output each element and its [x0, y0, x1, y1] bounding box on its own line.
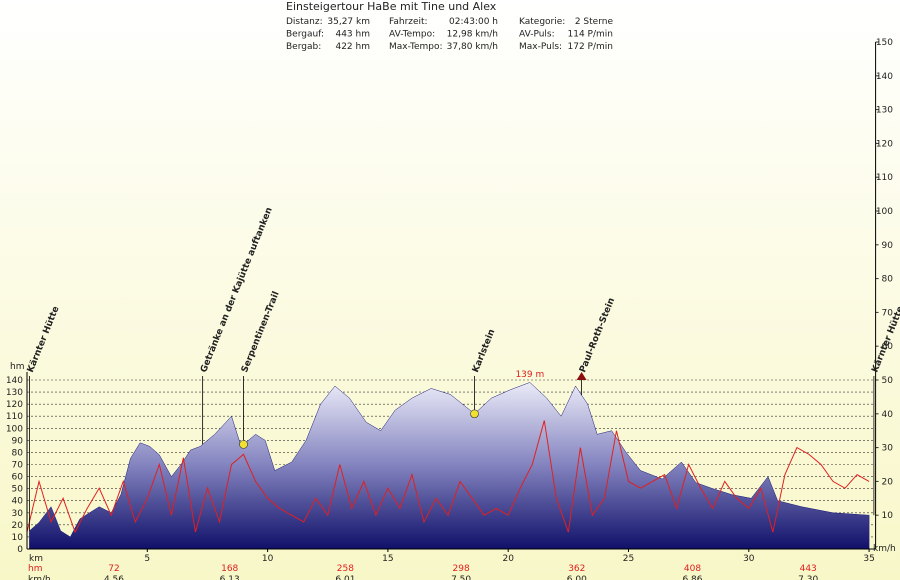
y2-tick-label: 80	[882, 275, 894, 285]
y-tick-label: 20	[12, 521, 24, 531]
y-tick-label: 30	[12, 509, 24, 519]
y-tick-label: 60	[12, 473, 24, 483]
summary-value: 72	[108, 564, 119, 574]
chart-title: Einsteigertour HaBe mit Tine und Alex	[286, 0, 497, 13]
stat-value: 172 P/min	[568, 42, 613, 52]
x-tick-label: 30	[743, 554, 755, 564]
y2-tick-label: 100	[876, 207, 893, 217]
y-tick-label: 100	[6, 424, 23, 434]
x-tick-label: 5	[144, 554, 150, 564]
x-tick-label: 35	[863, 554, 874, 564]
marker-icon	[470, 409, 479, 419]
y2-tick-label: 10	[882, 511, 894, 521]
y2-axis-label: km/h	[873, 544, 896, 554]
marker-label: Paul-Roth-Stein	[578, 297, 617, 375]
summary-label: km/h	[28, 575, 51, 580]
y2-tick-label: 120	[876, 139, 893, 149]
stat-value: 443 hm	[335, 30, 370, 40]
y2-tick-label: 110	[876, 173, 893, 183]
y-tick-label: 110	[6, 412, 23, 422]
stat-label: Max-Tempo:	[389, 42, 443, 52]
y2-tick-label: 60	[882, 342, 894, 352]
stat-label: AV-Puls:	[519, 30, 555, 40]
marker-label: Serpentinen-Trail	[240, 290, 282, 374]
y-tick-label: 50	[12, 485, 24, 495]
y-tick-label: 140	[6, 376, 23, 386]
summary-value: 7.50	[451, 575, 471, 580]
x-tick-label: 15	[382, 554, 393, 564]
x-axis-label: km	[29, 554, 43, 564]
y-axis-label: hm	[10, 362, 24, 372]
x-tick-label: 10	[262, 554, 274, 564]
stat-label: AV-Tempo:	[389, 30, 435, 40]
stat-value: 12,98 km/h	[447, 30, 498, 40]
y2-tick-label: 130	[876, 106, 893, 116]
y2-tick-label: 30	[882, 444, 894, 454]
stat-label: Max-Puls:	[519, 42, 562, 52]
summary-value: 258	[337, 564, 354, 574]
summary-value: 7.30	[798, 575, 818, 580]
marker-label: Kärnter Hütte	[26, 305, 62, 374]
speed-line	[26, 420, 870, 534]
stat-label: Distanz:	[286, 17, 323, 27]
summary-value: 6.00	[567, 575, 587, 580]
y-tick-label: 10	[12, 533, 24, 543]
summary-value: 4.56	[104, 575, 124, 580]
y2-tick-label: 90	[882, 241, 894, 251]
stat-label: Kategorie:	[519, 17, 565, 27]
y2-tick-label: 50	[882, 376, 894, 386]
y-tick-label: 90	[12, 436, 24, 446]
summary-value: 443	[800, 564, 817, 574]
summary-label: hm	[28, 564, 42, 574]
y-tick-label: 130	[6, 388, 23, 398]
x-tick-label: 25	[623, 554, 634, 564]
y-tick-label: 80	[12, 448, 24, 458]
stat-label: Bergab:	[286, 42, 321, 52]
stat-value: 2 Sterne	[575, 17, 614, 27]
summary-value: 362	[568, 564, 585, 574]
x-tick-label: 20	[502, 554, 514, 564]
y2-tick-label: 40	[882, 410, 894, 420]
marker-icon	[239, 440, 248, 449]
stat-value: 35,27 km	[327, 17, 370, 27]
y-tick-label: 120	[6, 400, 23, 410]
summary-value: 298	[453, 564, 470, 574]
y2-tick-label: 150	[876, 38, 893, 48]
stat-value: 422 hm	[335, 42, 370, 52]
y2-tick-label: 140	[876, 72, 893, 82]
stat-value: 114 P/min	[568, 30, 613, 40]
elevation-area	[29, 382, 870, 550]
summary-value: 408	[684, 564, 701, 574]
summary-value: 168	[221, 564, 238, 574]
max-label: 139 m	[515, 370, 544, 380]
marker-label: Getränke an der Kajütte auftanken	[199, 206, 275, 374]
marker-icon	[576, 372, 587, 380]
y-tick-label: 0	[17, 545, 23, 555]
summary-value: 6.13	[220, 575, 240, 580]
y-tick-label: 40	[12, 497, 24, 507]
y2-tick-label: 20	[882, 477, 894, 487]
y2-tick-label: 70	[882, 308, 894, 318]
stat-label: Fahrzeit:	[389, 17, 428, 27]
y-tick-label: 70	[12, 461, 24, 471]
summary-value: 6.01	[335, 575, 355, 580]
stat-value: 37,80 km/h	[447, 42, 498, 52]
summary-value: 6.86	[682, 575, 702, 580]
stat-value: 02:43:00 h	[449, 17, 498, 27]
marker-label: Karlstein	[471, 328, 497, 374]
stat-label: Bergauf:	[286, 30, 324, 40]
